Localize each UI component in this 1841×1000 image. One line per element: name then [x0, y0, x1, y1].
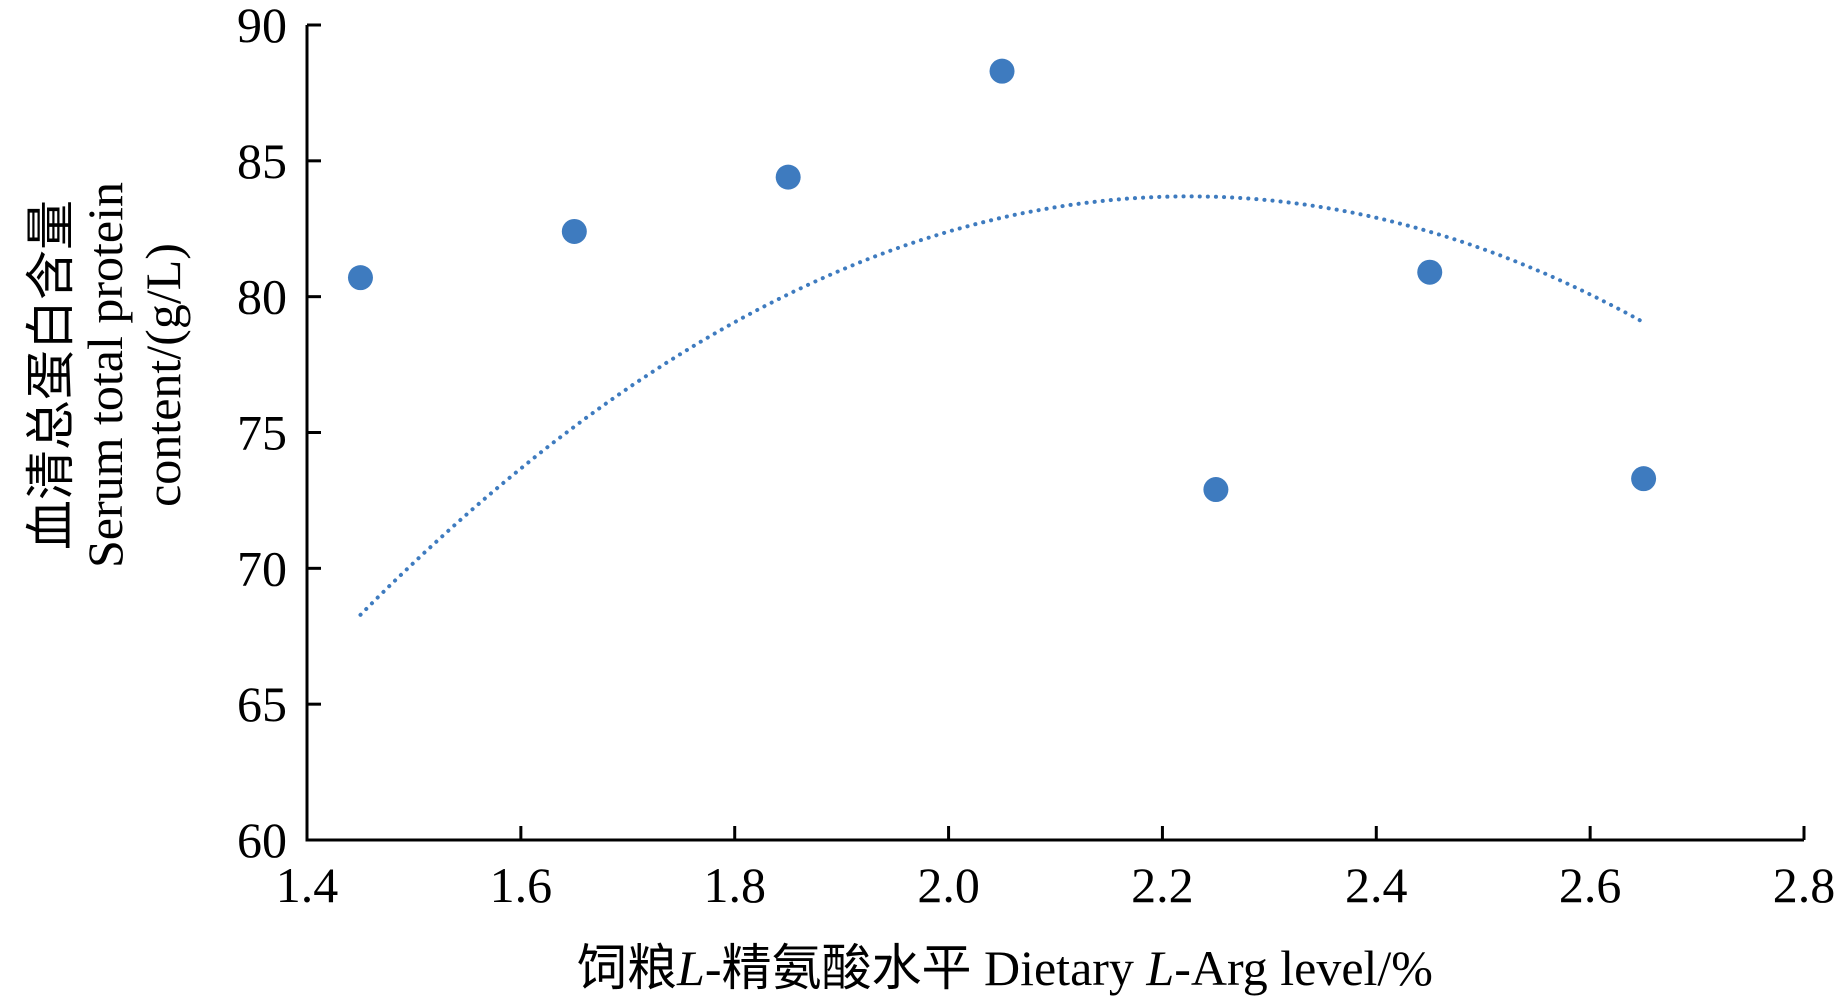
x-axis-title-italic-part: L: [1145, 940, 1174, 996]
x-axis-title-part: 饲粮: [577, 940, 677, 996]
y-axis-title: 血清总蛋白含量Serum total proteincontent/(g/L): [23, 182, 191, 568]
x-axis-title: 饲粮L-精氨酸水平 Dietary L-Arg level/%: [577, 940, 1433, 996]
data-point: [1631, 466, 1657, 492]
x-tick-label: 2.8: [1773, 857, 1836, 913]
axes: [305, 23, 1806, 842]
x-axis-title-part: -Arg level/%: [1174, 940, 1433, 996]
y-tick-label: 75: [237, 405, 287, 461]
data-point: [561, 218, 587, 244]
x-axis-title-italic-part: L: [676, 940, 705, 996]
x-tick-label: 1.6: [490, 857, 553, 913]
y-axis-title-line: content/(g/L): [135, 243, 191, 507]
x-tick-label: 2.2: [1131, 857, 1194, 913]
data-point: [347, 265, 373, 291]
y-axis-title-line: 血清总蛋白含量: [23, 200, 79, 550]
x-axis-title-part: -精氨酸水平 Dietary: [705, 940, 1147, 996]
y-axis-title-line: Serum total protein: [77, 182, 133, 568]
data-point: [1417, 259, 1443, 285]
tick-labels: 60 65 70 75 80 85 90 1.4 1.6 1.8 2.0 2.2 2.4 2.6 2.8: [237, 0, 1835, 913]
y-tick-label: 90: [237, 0, 287, 53]
x-tick-label: 2.6: [1559, 857, 1622, 913]
trendline-group: [358, 194, 1646, 617]
x-tick-label: 1.8: [703, 857, 766, 913]
y-tick-label: 85: [237, 133, 287, 189]
trendline: [358, 194, 1646, 617]
x-tick-label: 2.4: [1345, 857, 1408, 913]
data-points: [347, 58, 1657, 503]
data-point: [1203, 477, 1229, 503]
y-tick-label: 80: [237, 269, 287, 325]
y-tick-label: 70: [237, 540, 287, 596]
data-point: [775, 164, 801, 190]
y-tick-label: 60: [237, 812, 287, 868]
y-tick-label: 65: [237, 676, 287, 732]
x-tick-label: 2.0: [917, 857, 980, 913]
data-point: [989, 58, 1015, 84]
x-tick-label: 1.4: [276, 857, 339, 913]
